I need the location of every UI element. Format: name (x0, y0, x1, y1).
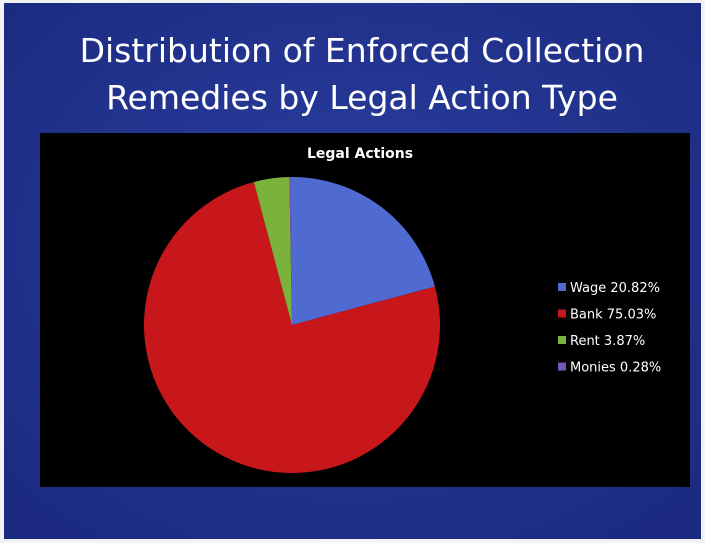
chart-title: Legal Actions (307, 146, 413, 162)
legend-swatch (558, 309, 566, 318)
pie-slice (253, 177, 292, 325)
pie-slice (289, 177, 292, 325)
slide-title-line: Remedies by Legal Action Type (106, 78, 618, 117)
legend-label: Wage 20.82% (570, 281, 660, 296)
legend-swatch (558, 362, 566, 371)
legend-label: Bank 75.03% (570, 308, 656, 323)
pie-slice (292, 177, 435, 325)
legend-swatch (558, 336, 566, 344)
plot: Wage 20.82% Bank 75.03% Rent 3.87% Monies 0… (144, 177, 661, 474)
legend-label: Rent 3.87% (570, 334, 645, 349)
pie-slice (144, 182, 441, 474)
legend-swatch (558, 283, 566, 291)
legend-label: Monies 0.28% (570, 361, 661, 376)
slide-title-line: Distribution of Enforced Collection (80, 31, 645, 70)
